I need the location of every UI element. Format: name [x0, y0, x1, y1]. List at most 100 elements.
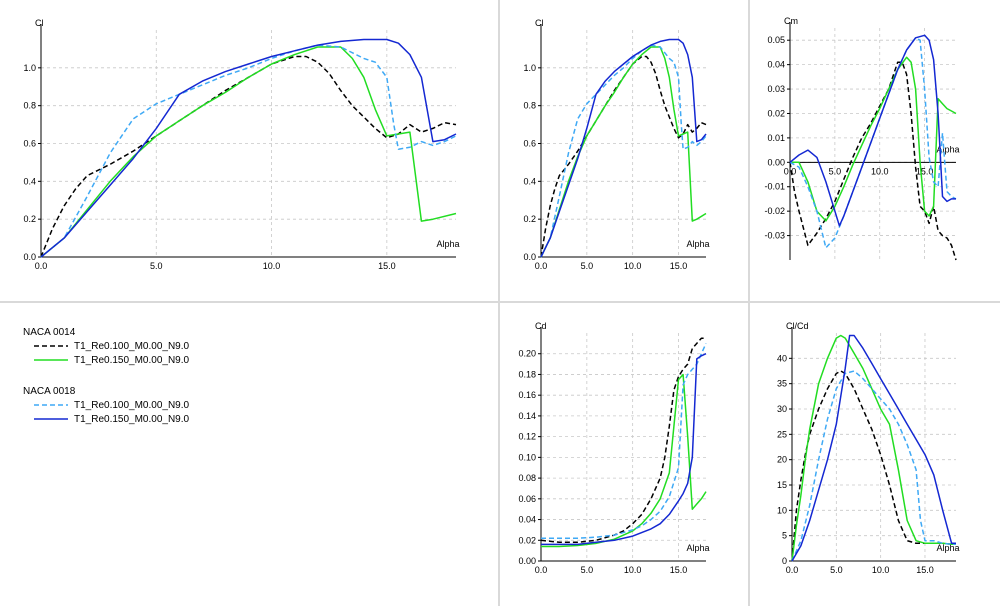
legend-item-label: T1_Re0.100_M0.00_N9.0 [74, 340, 190, 352]
cm-panel: 0.0 5.0 10.0 15.0 -0.03 -0.02 -0.01 0.00 0.01 0.0… [750, 0, 1000, 301]
y-tick-label: 0.2 [523, 214, 536, 224]
y-tick-label: 0.4 [23, 176, 36, 186]
legend-dashed-line-icon [34, 345, 68, 347]
y-tick-label: 0.12 [518, 432, 536, 442]
x-tick-label: 15.0 [670, 565, 688, 575]
y-tick-label: 0.8 [23, 101, 36, 111]
y-tick-label: -0.03 [764, 231, 785, 241]
x-axis-title: Alpha [436, 239, 459, 249]
clcd-panel: 0.0 5.0 10.0 15.0 0 5 10 15 20 25 30 35 40 Cl/Cd Alpha [750, 303, 1000, 606]
x-tick-label: 0.0 [535, 261, 548, 271]
series-line [791, 370, 956, 562]
y-tick-label: 35 [777, 379, 787, 389]
x-tick-label: 0.0 [535, 565, 548, 575]
y-tick-label: 0.04 [767, 60, 785, 70]
series-line [541, 353, 707, 546]
y-axis-title: Cm [784, 16, 798, 26]
series-line [540, 46, 707, 258]
x-tick-label: 5.0 [829, 166, 842, 176]
y-tick-label: 10 [777, 505, 787, 515]
y-tick-label: -0.01 [764, 182, 785, 192]
y-tick-label: 0.04 [518, 515, 536, 525]
clcd-chart: 0.0 5.0 10.0 15.0 0 5 10 15 20 25 30 35 40 Cl/Cd Alpha [777, 321, 960, 575]
series-line [790, 56, 957, 222]
y-tick-label: 0.0 [23, 252, 36, 262]
x-tick-label: 15.0 [916, 565, 934, 575]
y-tick-label: 0.0 [523, 252, 536, 262]
y-tick-label: 1.0 [23, 63, 36, 73]
legend-item[interactable]: T1_Re0.150_M0.00_N9.0 [34, 354, 189, 366]
y-tick-label: 5 [782, 531, 787, 541]
x-tick-label: 0.0 [784, 166, 797, 176]
y-tick-label: 0.14 [518, 411, 536, 421]
y-tick-label: 0.08 [518, 473, 536, 483]
y-tick-label: 0.4 [523, 176, 536, 186]
series-line [791, 370, 956, 562]
y-axis-title: Cl/Cd [786, 321, 809, 331]
y-tick-label: 0.18 [518, 369, 536, 379]
legend-item[interactable]: T1_Re0.100_M0.00_N9.0 [34, 340, 189, 352]
y-tick-label: 0.06 [518, 494, 536, 504]
y-tick-label: 1.0 [523, 63, 536, 73]
cl-chart-small: 0.0 5.0 10.0 15.0 0.0 0.2 0.4 0.6 0.8 1.0 Cl Alpha [523, 18, 709, 271]
cd-chart: 0.0 5.0 10.0 15.0 0.00 0.02 0.04 0.06 0.08 0.10 0.… [518, 321, 709, 575]
x-axis-title: Alpha [936, 144, 959, 154]
x-tick-label: 10.0 [624, 565, 642, 575]
series-line [789, 34, 956, 227]
x-axis-title: Alpha [686, 239, 709, 249]
x-tick-label: 10.0 [263, 261, 281, 271]
y-axis-title: Cl [35, 18, 44, 28]
y-tick-label: 0.05 [767, 35, 785, 45]
y-axis-title: Cl [535, 18, 544, 28]
x-axis-title: Alpha [936, 543, 959, 553]
x-tick-label: 10.0 [872, 565, 890, 575]
y-tick-label: 0.8 [523, 101, 536, 111]
y-tick-label: -0.02 [764, 206, 785, 216]
y-tick-label: 0.02 [518, 535, 536, 545]
x-tick-label: 5.0 [830, 565, 843, 575]
series-line [789, 61, 957, 261]
x-tick-label: 0.0 [35, 261, 48, 271]
cd-panel: 0.0 5.0 10.0 15.0 0.00 0.02 0.04 0.06 0.08 0.10 0.… [500, 303, 748, 606]
y-tick-label: 30 [777, 404, 787, 414]
cm-chart: 0.0 5.0 10.0 15.0 -0.03 -0.02 -0.01 0.00 0.01 0.0… [764, 16, 960, 261]
y-tick-label: 0.6 [523, 139, 536, 149]
series-line [791, 334, 956, 562]
series-line [541, 343, 707, 539]
y-tick-label: 0.2 [23, 214, 36, 224]
legend-item[interactable]: T1_Re0.100_M0.00_N9.0 [34, 399, 189, 411]
y-tick-label: 0.02 [767, 108, 785, 118]
x-tick-label: 0.0 [786, 565, 799, 575]
series-line [540, 337, 706, 544]
cl-chart-large: 0.0 5.0 10.0 15.0 0.0 0.2 0.4 0.6 0.8 1.0 Cl Alpha [23, 18, 459, 271]
y-tick-label: 0.01 [767, 133, 785, 143]
legend-item-label: T1_Re0.100_M0.00_N9.0 [74, 399, 190, 411]
series-line [540, 38, 707, 258]
legend-panel: NACA 0014 T1_Re0.100_M0.00_N9.0 T1_Re0.1… [0, 303, 498, 606]
y-tick-label: 0.10 [518, 452, 536, 462]
legend-item-label: T1_Re0.150_M0.00_N9.0 [74, 354, 190, 366]
legend-group-title: NACA 0018 [23, 386, 76, 397]
y-tick-label: 0.00 [518, 556, 536, 566]
legend-item[interactable]: T1_Re0.150_M0.00_N9.0 [34, 413, 189, 425]
x-tick-label: 10.0 [871, 166, 889, 176]
x-tick-label: 15.0 [670, 261, 688, 271]
y-tick-label: 0.20 [518, 349, 536, 359]
y-tick-label: 40 [777, 353, 787, 363]
series-line [40, 55, 457, 258]
y-tick-label: 0.03 [767, 84, 785, 94]
legend-group-title: NACA 0014 [23, 327, 76, 338]
series-line [791, 334, 956, 562]
y-axis-title: Cd [535, 321, 547, 331]
cl-panel-small: 0.0 5.0 10.0 15.0 0.0 0.2 0.4 0.6 0.8 1.0 Cl Alpha [500, 0, 748, 301]
x-tick-label: 5.0 [581, 261, 594, 271]
x-axis-title: Alpha [686, 543, 709, 553]
x-tick-label: 5.0 [581, 565, 594, 575]
series-line [541, 373, 707, 548]
legend-dashed-line-icon [34, 404, 68, 406]
x-tick-label: 15.0 [916, 166, 934, 176]
x-tick-label: 10.0 [624, 261, 642, 271]
series-line [40, 38, 457, 258]
legend-item-label: T1_Re0.150_M0.00_N9.0 [74, 413, 190, 425]
series-line [40, 46, 457, 258]
